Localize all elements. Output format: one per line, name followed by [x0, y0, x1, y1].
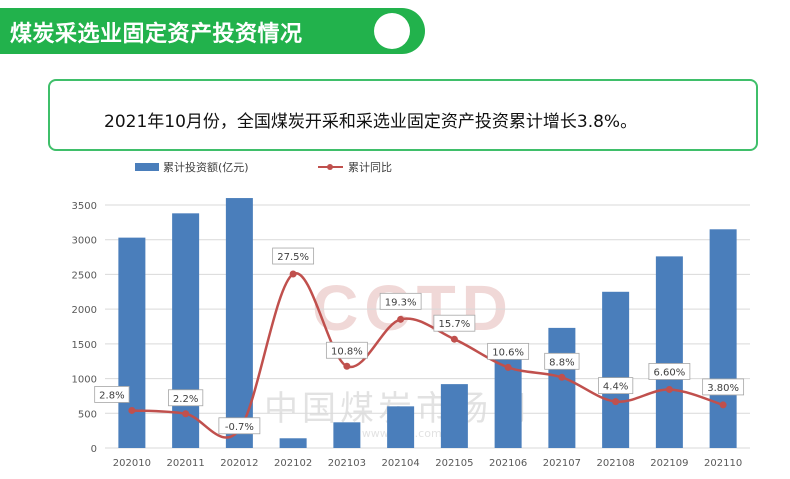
bar — [494, 343, 522, 448]
data-label: 6.60% — [653, 367, 685, 378]
bar — [709, 229, 737, 448]
header-title: 煤炭采选业固定资产投资情况 — [10, 22, 303, 47]
x-tick-label: 202104 — [382, 458, 420, 469]
data-label-box — [379, 292, 422, 310]
legend-bar-label: 累计投资额(亿元) — [163, 160, 249, 174]
legend-bar-swatch — [135, 163, 159, 171]
data-label-box — [433, 314, 476, 332]
gridlines — [105, 204, 750, 449]
yoy-point — [343, 362, 351, 370]
yoy-point — [182, 410, 190, 418]
data-label-box — [487, 342, 530, 360]
yoy-point — [450, 335, 458, 343]
data-label-box — [598, 377, 634, 395]
data-label-box — [94, 386, 130, 403]
yoy-point — [665, 385, 673, 393]
data-label: -0.7% — [225, 422, 254, 433]
x-tick-label: 202011 — [167, 458, 205, 469]
y-tick-label: 0 — [91, 444, 97, 455]
y-axis-ticks: 0 500 1000 1500 2000 2500 3000 3500 — [72, 201, 97, 455]
bar — [225, 198, 253, 448]
bar — [387, 406, 415, 448]
yoy-point — [289, 270, 297, 278]
data-label: 4.4% — [603, 382, 628, 393]
data-label-box — [702, 378, 745, 396]
yoy-point — [612, 398, 620, 406]
data-labels: 2.8% 2.2% -0.7% 27.5% 10.8% 19.3% 15.7% 10.6% 8.… — [94, 247, 745, 435]
data-label: 10.8% — [331, 346, 363, 357]
x-tick-label: 202103 — [328, 458, 366, 469]
data-label: 2.2% — [173, 394, 198, 405]
legend: 累计投资额(亿元) 累计同比 — [135, 160, 392, 174]
y-tick-label: 500 — [78, 409, 97, 420]
data-label-box — [168, 389, 204, 407]
x-tick-label: 202106 — [489, 458, 527, 469]
chart: CCTD 中国煤炭市场网 www.cctd.com.cn 05001000150… — [72, 160, 750, 469]
data-label-box — [648, 363, 691, 380]
bar — [118, 237, 146, 448]
x-tick-label: 202102 — [274, 458, 312, 469]
data-label: 10.6% — [492, 347, 524, 358]
bar — [548, 327, 576, 448]
yoy-point — [719, 401, 727, 409]
yoy-point — [128, 406, 136, 414]
bar — [602, 291, 630, 448]
data-label: 15.7% — [438, 319, 470, 330]
bar — [655, 256, 683, 448]
data-label-box — [325, 341, 368, 359]
header-bar: 煤炭采选业固定资产投资情况 — [0, 8, 425, 54]
y-tick-label: 1000 — [72, 375, 97, 386]
data-label: 27.5% — [277, 252, 309, 263]
yoy-point — [558, 373, 566, 381]
legend-line-label: 累计同比 — [348, 161, 392, 174]
bar — [279, 438, 307, 448]
x-tick-label: 202010 — [113, 458, 151, 469]
data-label-box — [272, 247, 315, 265]
subtitle-box: 2021年10月份，全国煤炭开采和采选业固定资产投资累计增长3.8%。 — [48, 79, 758, 151]
y-tick-label: 2500 — [72, 270, 97, 281]
y-tick-label: 1500 — [72, 340, 97, 351]
data-label: 19.3% — [385, 297, 417, 308]
bar — [172, 213, 200, 448]
x-tick-label: 202105 — [435, 458, 473, 469]
x-tick-label: 202110 — [704, 458, 742, 469]
yoy-point — [397, 315, 405, 323]
data-label: 3.80% — [707, 383, 739, 394]
x-tick-label: 202012 — [220, 458, 258, 469]
subtitle-text: 2021年10月份，全国煤炭开采和采选业固定资产投资累计增长3.8%。 — [104, 112, 638, 132]
y-tick-label: 2000 — [72, 305, 97, 316]
bar — [440, 384, 468, 448]
y-tick-label: 3000 — [72, 236, 97, 247]
x-tick-label: 202108 — [597, 458, 635, 469]
bar — [333, 422, 361, 448]
data-label-box — [544, 352, 580, 370]
x-tick-label: 202109 — [650, 458, 688, 469]
x-tick-label: 202107 — [543, 458, 581, 469]
data-label: 8.8% — [549, 357, 574, 368]
header-circle-icon — [374, 13, 410, 49]
x-axis-ticks: 202010 202011 202012 202102 202103 202104 2021… — [113, 458, 742, 469]
data-label-box — [218, 417, 261, 435]
yoy-point — [504, 363, 512, 371]
legend-line-marker — [327, 164, 333, 170]
y-tick-label: 3500 — [72, 201, 97, 212]
data-label: 2.8% — [99, 390, 124, 401]
